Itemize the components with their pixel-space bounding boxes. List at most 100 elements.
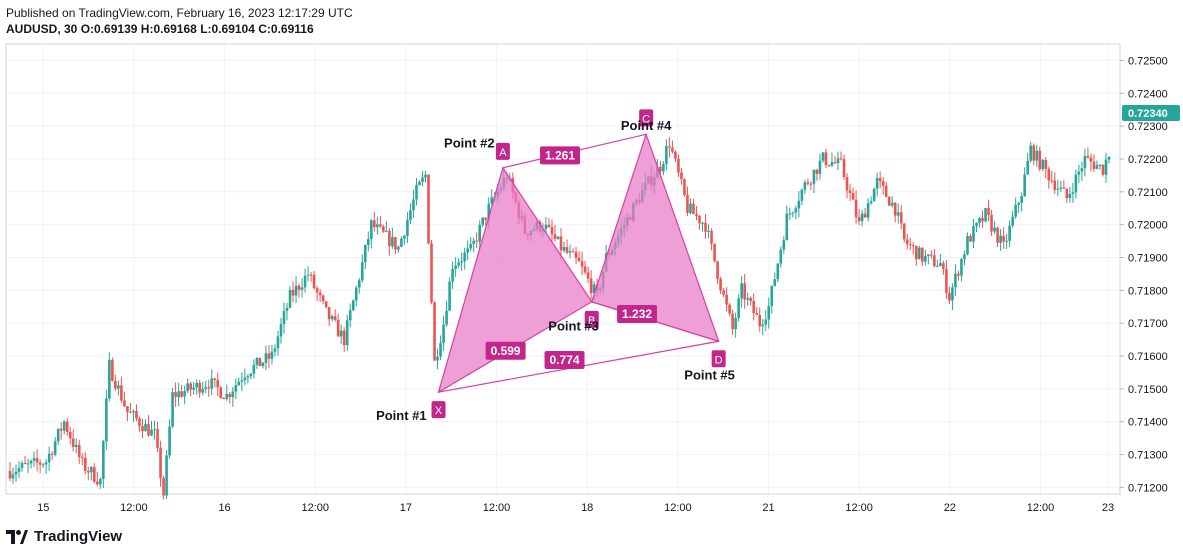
candle-body <box>800 189 804 201</box>
candle-body <box>315 288 319 293</box>
candle-body <box>99 478 102 485</box>
candle-body <box>686 194 689 213</box>
point-badge-b <box>584 310 599 328</box>
candle-body <box>927 254 930 257</box>
candle-body <box>692 203 695 215</box>
candle-body <box>893 202 897 216</box>
candle-body <box>568 251 572 253</box>
high-value: 0.69168 <box>153 22 197 36</box>
harmonic-pattern[interactable]: 1.261 0.599 1.232 0.774 X A B C D Point #1 Point #… <box>376 109 735 423</box>
open-value: 0.69139 <box>94 22 138 36</box>
candle-body <box>195 382 198 388</box>
candle-body <box>815 169 819 174</box>
candle-body <box>475 240 478 242</box>
candle-body <box>719 278 722 291</box>
time-tick-label: 12:00 <box>301 502 329 514</box>
low-value: 0.69104 <box>211 22 255 36</box>
candle-body <box>863 213 867 218</box>
brand-name[interactable]: TradingView <box>34 528 123 545</box>
candle-body <box>273 348 277 352</box>
candle-body <box>382 226 385 232</box>
candle-body <box>165 455 168 496</box>
candle-body <box>1029 145 1033 161</box>
candle-body <box>478 224 482 242</box>
candle-body <box>586 272 590 279</box>
candle-body <box>65 421 69 433</box>
tradingview-logo-icon <box>6 529 28 544</box>
price-axis[interactable]: 0.72500 0.72400 0.72300 0.72200 0.72100 0.720… <box>1120 55 1180 494</box>
candle-body <box>388 230 391 247</box>
candle-body <box>397 246 400 250</box>
candle-body <box>698 215 701 224</box>
candle-body <box>454 265 457 269</box>
candle-body <box>665 146 668 164</box>
candle-body <box>17 467 21 472</box>
candle-body <box>857 217 861 222</box>
candle-body <box>162 478 165 496</box>
candle-body <box>201 388 204 393</box>
candle-body <box>282 310 286 325</box>
candle-body <box>279 324 283 337</box>
candle-body <box>487 203 491 220</box>
candle-body <box>761 324 765 327</box>
candle-body <box>981 218 984 222</box>
candle-body <box>261 362 265 367</box>
candle-body <box>908 244 912 246</box>
price-tick-label: 0.71700 <box>1128 318 1168 330</box>
price-tick-label: 0.71800 <box>1128 285 1168 297</box>
candle-body <box>312 274 316 289</box>
candle-body <box>689 203 692 213</box>
candle-body <box>333 316 337 320</box>
candle-body <box>168 426 171 456</box>
candle-body <box>830 162 834 166</box>
candle-body <box>159 447 162 479</box>
candle-body <box>1053 180 1057 190</box>
candle-body <box>592 284 596 294</box>
candle-body <box>198 382 201 393</box>
candle-body <box>704 222 707 232</box>
time-tick-label: 18 <box>581 502 593 514</box>
candle-body <box>939 263 942 267</box>
candles-layer[interactable] <box>8 137 1111 500</box>
ratio-label: 0.599 <box>491 344 521 358</box>
low-label: L: <box>200 22 212 36</box>
candle-body <box>957 273 960 276</box>
candle-body <box>854 199 858 218</box>
symbol-label[interactable]: AUDUSD, 30 <box>6 22 78 36</box>
candle-body <box>1077 171 1081 175</box>
candle-body <box>996 227 999 243</box>
candle-body <box>1098 164 1102 166</box>
candle-body <box>809 183 813 185</box>
candle-body <box>740 283 743 299</box>
candle-body <box>878 177 882 182</box>
candle-body <box>902 223 906 240</box>
candle-body <box>406 220 409 236</box>
candle-body <box>105 398 108 442</box>
candle-body <box>23 463 27 465</box>
candle-body <box>228 393 232 398</box>
candle-body <box>791 212 795 214</box>
candle-body <box>547 224 551 227</box>
candle-body <box>171 392 174 427</box>
candle-body <box>466 248 469 253</box>
candle-body <box>782 240 786 250</box>
candle-body <box>776 263 780 280</box>
candle-body <box>851 192 855 200</box>
candle-body <box>430 243 433 303</box>
candle-body <box>153 429 156 431</box>
candle-body <box>50 453 54 455</box>
candle-body <box>111 359 114 381</box>
candle-body <box>659 166 662 172</box>
candle-body <box>135 411 138 419</box>
candle-body <box>360 262 364 281</box>
candle-body <box>1050 180 1054 182</box>
current-price-label: 0.72340 <box>1128 108 1168 120</box>
current-price-tag <box>1122 104 1180 121</box>
candle-body <box>1047 168 1051 181</box>
time-tick-label: 21 <box>762 502 774 514</box>
candle-body <box>1056 188 1060 190</box>
close-label: C: <box>258 22 271 36</box>
candle-body <box>321 295 325 302</box>
time-axis[interactable]: 15 12:00 16 12:00 17 12:00 18 12:00 21 12:00 22 12:… <box>37 502 1114 514</box>
